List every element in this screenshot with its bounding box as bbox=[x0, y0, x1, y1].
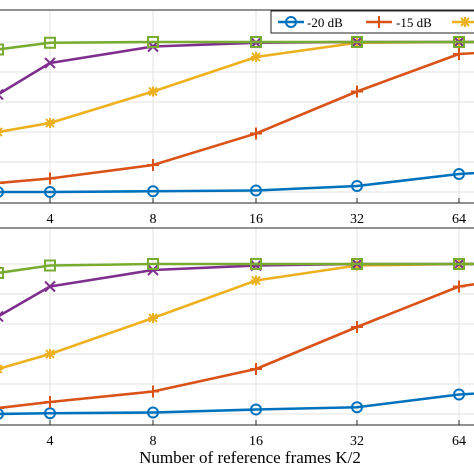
series-3-point bbox=[251, 275, 261, 286]
series-5-point bbox=[250, 258, 262, 270]
series-line-5 bbox=[0, 262, 474, 275]
series-2-point bbox=[0, 407, 4, 409]
series-3-point bbox=[45, 118, 55, 128]
x-tick-label: 64 bbox=[452, 434, 466, 449]
series-line-5 bbox=[0, 40, 474, 51]
plot-panel-1: 4 8 16 32 64 bbox=[0, 9, 474, 227]
series-line-3 bbox=[0, 262, 474, 370]
series-1-point bbox=[351, 180, 363, 192]
series-1-point bbox=[250, 184, 262, 197]
series-5-point bbox=[147, 36, 159, 48]
series-group bbox=[0, 258, 474, 420]
x-tick-label: 32 bbox=[350, 212, 364, 227]
series-1-point bbox=[453, 388, 465, 401]
legend-label-2: -15 dB bbox=[396, 15, 432, 30]
series-3-point bbox=[45, 349, 55, 359]
series-5-point bbox=[44, 36, 56, 49]
series-2-point bbox=[250, 363, 262, 375]
x-tick-label: 8 bbox=[150, 212, 157, 227]
series-1-point bbox=[250, 403, 262, 416]
series-3-point bbox=[148, 86, 158, 97]
series-2-point bbox=[44, 172, 56, 185]
series-line-3 bbox=[0, 40, 474, 133]
series-4-point bbox=[44, 57, 56, 69]
series-line-2 bbox=[0, 282, 474, 410]
series-2-point bbox=[351, 85, 363, 98]
x-tick-label: 32 bbox=[350, 434, 364, 449]
series-2-point bbox=[351, 321, 363, 333]
series-1-point bbox=[0, 186, 4, 198]
series-group bbox=[0, 36, 474, 198]
series-2-point bbox=[250, 127, 262, 140]
series-1-point bbox=[147, 406, 159, 419]
series-1-point bbox=[453, 168, 465, 180]
series-1-point bbox=[0, 408, 4, 420]
series-1-point bbox=[351, 401, 363, 414]
legend: -20 dB-15 dB- bbox=[270, 10, 474, 34]
series-1-point bbox=[147, 185, 159, 198]
series-2-point bbox=[453, 280, 465, 293]
series-1-point bbox=[44, 186, 56, 198]
legend-marker-1 bbox=[285, 16, 297, 28]
x-tick-label: 64 bbox=[452, 212, 466, 227]
plot-panel-2: 4 8 16 32 64 Number of reference frames K/2 bbox=[0, 227, 474, 467]
x-axis-label: Number of reference frames K/2 bbox=[139, 448, 361, 467]
series-5-point bbox=[250, 36, 262, 48]
x-tick-label: 8 bbox=[150, 434, 157, 449]
series-5-point bbox=[0, 267, 4, 279]
series-4-point bbox=[0, 88, 4, 101]
series-3-point bbox=[251, 52, 261, 62]
series-3-point bbox=[352, 260, 362, 271]
series-5-point bbox=[351, 36, 363, 48]
series-5-point bbox=[453, 36, 465, 48]
legend-marker-2 bbox=[373, 16, 385, 28]
x-tick-label: 16 bbox=[249, 212, 263, 227]
series-4-point bbox=[44, 280, 56, 293]
series-3-point bbox=[148, 313, 158, 323]
series-3-point bbox=[0, 127, 3, 137]
series-2-point bbox=[147, 159, 159, 171]
series-5-point bbox=[147, 258, 159, 270]
series-line-1 bbox=[0, 392, 474, 416]
x-tick-label: 16 bbox=[249, 434, 263, 449]
series-5-point bbox=[453, 258, 465, 270]
legend-label-1: -20 dB bbox=[307, 15, 343, 30]
series-line-4 bbox=[0, 40, 474, 95]
legend-marker-3 bbox=[460, 17, 470, 27]
series-1-point bbox=[44, 407, 56, 420]
series-2-point bbox=[0, 182, 4, 184]
series-2-point bbox=[147, 385, 159, 398]
x-tick-label: 4 bbox=[47, 212, 54, 227]
series-5-point bbox=[0, 43, 4, 56]
series-line-1 bbox=[0, 171, 474, 194]
series-5-point bbox=[44, 259, 56, 272]
series-2-point bbox=[44, 396, 56, 408]
series-4-point bbox=[0, 310, 4, 323]
series-2-point bbox=[453, 48, 465, 60]
x-tick-label: 4 bbox=[47, 434, 54, 449]
series-5-point bbox=[351, 258, 363, 270]
series-3-point bbox=[0, 364, 3, 374]
